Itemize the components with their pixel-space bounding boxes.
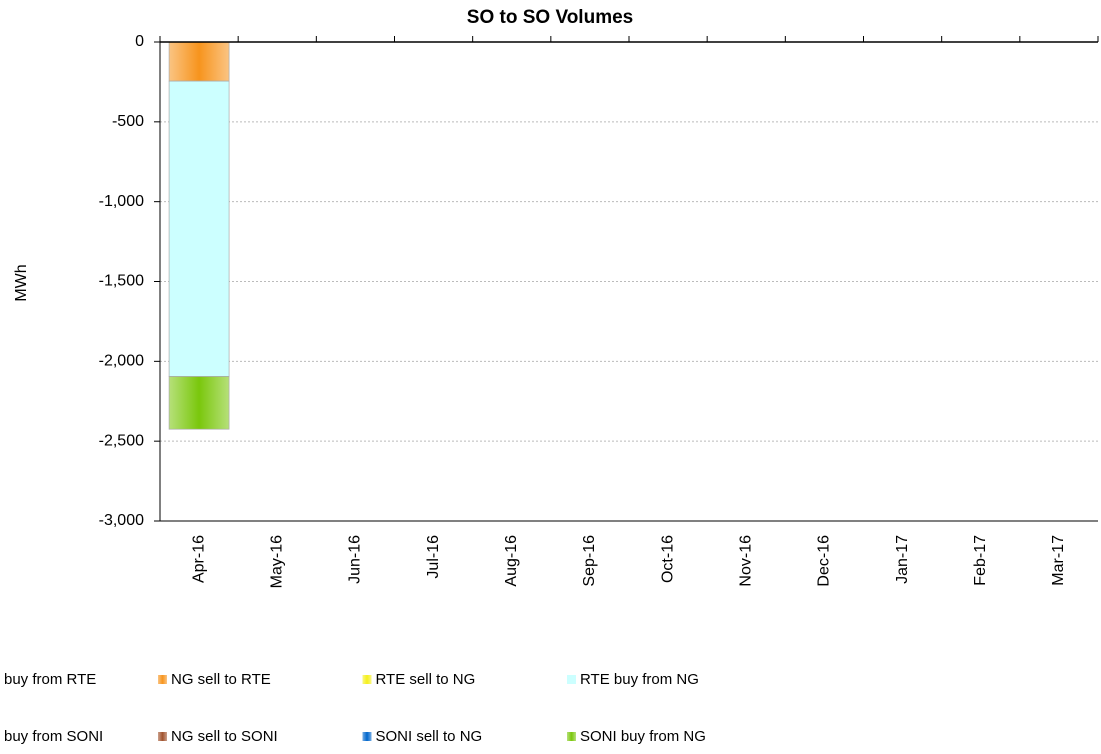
legend-label: NG sell to RTE [171, 671, 271, 688]
legend-label: NG sell to SONI [171, 728, 278, 745]
y-tick-label: -1,500 [99, 273, 144, 290]
legend-swatch [567, 732, 576, 741]
legend-label: RTE buy from NG [580, 671, 699, 688]
legend-swatch [567, 675, 576, 684]
legend-swatch [362, 732, 372, 741]
x-tick-label: Oct-16 [659, 535, 676, 583]
legend-swatch [158, 732, 167, 741]
x-tick-label: Dec-16 [816, 535, 833, 587]
chart-title: SO to SO Volumes [467, 7, 633, 28]
y-tick-label: -1,000 [99, 193, 144, 210]
legend-label: buy from SONI [4, 728, 103, 745]
legend-label: buy from RTE [4, 671, 96, 688]
legend-label: SONI sell to NG [376, 728, 483, 745]
x-tick-label: Aug-16 [503, 535, 520, 587]
y-tick-label: -3,000 [99, 512, 144, 529]
bar [168, 41, 230, 82]
bar [168, 80, 230, 377]
legend-swatch [158, 675, 167, 684]
y-tick-label: 0 [135, 33, 144, 50]
y-tick-label: -2,500 [99, 432, 144, 449]
x-tick-label: Jan-17 [894, 535, 911, 584]
x-tick-label: Jul-16 [425, 535, 442, 579]
x-tick-label: Feb-17 [972, 535, 989, 586]
x-tick-label: May-16 [268, 535, 285, 588]
legend-label: SONI buy from NG [580, 728, 706, 745]
bar [168, 376, 230, 430]
y-tick-label: -500 [112, 113, 144, 130]
y-tick-label: -2,000 [99, 353, 144, 370]
x-tick-label: Apr-16 [190, 535, 207, 583]
x-tick-label: Mar-17 [1050, 535, 1067, 586]
x-tick-label: Jun-16 [347, 535, 364, 584]
x-tick-label: Sep-16 [581, 535, 598, 587]
x-tick-label: Nov-16 [737, 535, 754, 587]
y-axis-label: MWh [13, 264, 30, 301]
legend-label: RTE sell to NG [376, 671, 476, 688]
legend-swatch [362, 675, 372, 684]
